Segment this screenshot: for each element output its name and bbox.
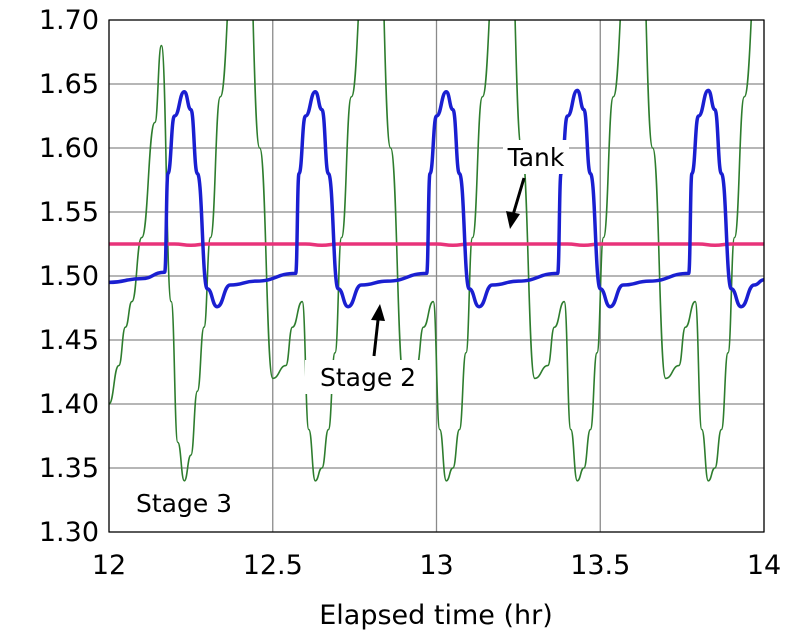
tank-label-bg	[503, 140, 569, 174]
stage2-arrow-shaft	[372, 319, 380, 357]
x-tick-label: 12	[92, 550, 126, 581]
stage2-label: Stage 2	[320, 363, 416, 392]
tank-annotation: Tank	[503, 140, 569, 229]
tank-label: Tank	[507, 143, 565, 172]
x-tick-label: 12.5	[243, 550, 303, 581]
y-tick-label: 1.35	[39, 453, 99, 484]
x-tick-label: 13.5	[570, 550, 630, 581]
stage2-arrow-head	[371, 304, 385, 321]
tick-labels: 1.30 1.35 1.40 1.45 1.50 1.55 1.60 1.65 1.70 12 12…	[39, 5, 781, 581]
stage2-label-bg	[305, 360, 431, 394]
stage2-annotation: Stage 2	[305, 304, 431, 394]
tank-series-line	[109, 242, 764, 248]
y-tick-label: 1.65	[39, 69, 99, 100]
series-lines	[109, 20, 764, 482]
stage3-label-bg	[116, 484, 252, 524]
y-tick-label: 1.70	[39, 5, 99, 36]
tank-arrow-head	[506, 211, 520, 229]
stage3-series-line	[109, 20, 753, 482]
stage3-label: Stage 3	[136, 489, 232, 518]
x-tick-label: 14	[747, 550, 781, 581]
x-axis-label: Elapsed time (hr)	[319, 600, 553, 631]
stage2-series-line	[109, 88, 764, 309]
tank-arrow-shaft	[511, 177, 526, 216]
y-tick-label: 1.55	[39, 197, 99, 228]
y-tick-label: 1.50	[39, 261, 99, 292]
x-tick-label: 13	[419, 550, 453, 581]
plot-frame	[108, 19, 765, 533]
y-tick-label: 1.45	[39, 325, 99, 356]
stage3-annotation: Stage 3	[116, 484, 252, 524]
y-tick-label: 1.60	[39, 133, 99, 164]
y-tick-label: 1.40	[39, 389, 99, 420]
y-tick-label: 1.30	[39, 517, 99, 548]
